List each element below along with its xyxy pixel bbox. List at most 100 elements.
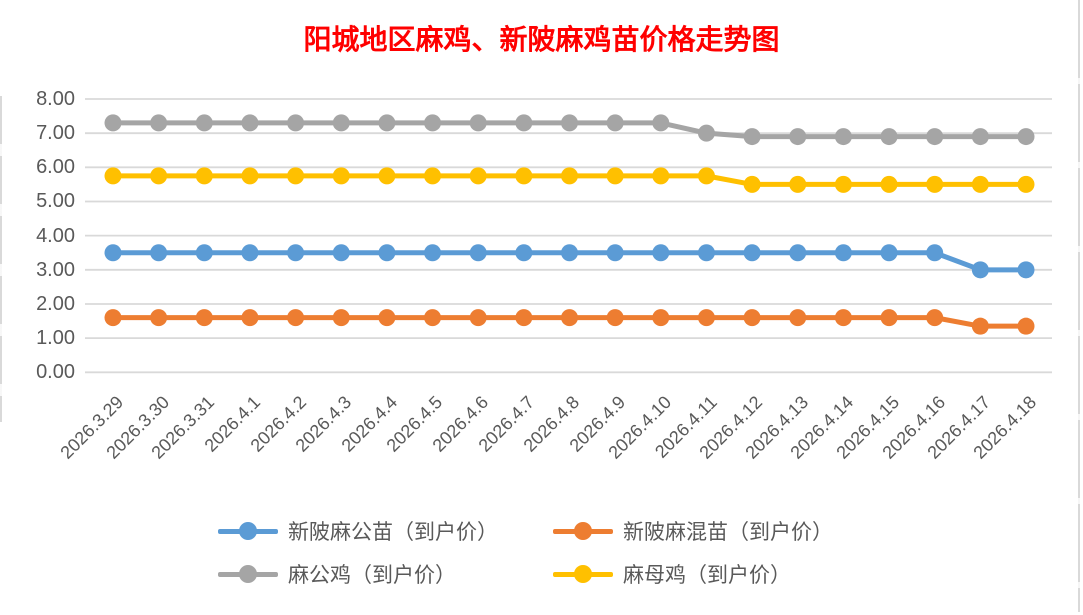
- data-point-series-2: [789, 128, 807, 146]
- data-point-series-0: [606, 244, 624, 262]
- data-point-series-1: [469, 309, 487, 327]
- data-point-series-1: [241, 309, 259, 327]
- data-point-series-1: [515, 309, 533, 327]
- data-point-series-2: [652, 114, 670, 132]
- data-point-series-2: [971, 128, 989, 146]
- data-point-series-3: [287, 167, 305, 185]
- data-point-series-2: [195, 114, 213, 132]
- data-point-series-3: [789, 175, 807, 193]
- data-point-series-0: [469, 244, 487, 262]
- y-axis-label: 3.00: [36, 258, 75, 281]
- data-point-series-0: [241, 244, 259, 262]
- data-point-series-2: [880, 128, 898, 146]
- data-point-series-3: [378, 167, 396, 185]
- data-point-series-1: [104, 309, 122, 327]
- data-point-series-1: [287, 309, 305, 327]
- data-point-series-0: [652, 244, 670, 262]
- data-point-series-3: [652, 167, 670, 185]
- legend-label: 新陂麻混苗（到户价）: [623, 520, 833, 544]
- data-point-series-2: [834, 128, 852, 146]
- data-point-series-3: [424, 167, 442, 185]
- legend-marker-icon: [553, 565, 613, 583]
- y-axis-label: 0.00: [36, 361, 75, 384]
- data-point-series-3: [606, 167, 624, 185]
- data-point-series-2: [743, 128, 761, 146]
- data-point-series-1: [561, 309, 578, 327]
- chart-title: 阳城地区麻鸡、新陂麻鸡苗价格走势图: [303, 23, 780, 56]
- legend-marker-icon: [218, 522, 278, 540]
- data-point-series-2: [332, 114, 350, 132]
- data-point-series-1: [971, 317, 989, 335]
- data-point-series-2: [926, 128, 944, 146]
- data-point-series-0: [971, 261, 989, 279]
- data-point-series-3: [697, 167, 715, 185]
- y-axis-label: 6.00: [36, 156, 75, 179]
- data-point-series-1: [880, 309, 898, 327]
- data-point-series-0: [332, 244, 350, 262]
- y-axis-label: 2.00: [36, 292, 75, 315]
- data-point-series-0: [789, 244, 807, 262]
- data-point-series-0: [697, 244, 715, 262]
- data-point-series-2: [378, 114, 396, 132]
- data-point-series-3: [241, 167, 259, 185]
- data-point-series-2: [287, 114, 305, 132]
- data-point-series-1: [834, 309, 852, 327]
- data-point-series-0: [378, 244, 396, 262]
- data-point-series-1: [652, 309, 670, 327]
- y-axis-label: 8.00: [36, 88, 75, 110]
- data-point-series-3: [561, 167, 578, 185]
- data-point-series-3: [195, 167, 213, 185]
- data-point-series-0: [1017, 261, 1035, 279]
- data-point-series-2: [1017, 128, 1035, 146]
- data-point-series-0: [104, 244, 122, 262]
- spreadsheet-column-border: [0, 96, 2, 422]
- data-point-series-0: [195, 244, 213, 262]
- data-point-series-1: [195, 309, 213, 327]
- data-point-series-0: [926, 244, 944, 262]
- data-point-series-3: [971, 175, 989, 193]
- data-point-series-0: [150, 244, 168, 262]
- data-point-series-2: [241, 114, 259, 132]
- data-point-series-3: [1017, 175, 1035, 193]
- data-point-series-0: [515, 244, 533, 262]
- spreadsheet-column-border: [1078, 0, 1080, 612]
- data-point-series-3: [332, 167, 350, 185]
- data-point-series-3: [880, 175, 898, 193]
- data-point-series-2: [150, 114, 168, 132]
- data-point-series-1: [332, 309, 350, 327]
- data-point-series-1: [743, 309, 761, 327]
- data-point-series-3: [104, 167, 122, 185]
- legend-label: 新陂麻公苗（到户价）: [288, 520, 498, 544]
- data-point-series-3: [150, 167, 168, 185]
- data-point-series-1: [789, 309, 807, 327]
- data-point-series-2: [104, 114, 122, 132]
- data-point-series-3: [834, 175, 852, 193]
- data-point-series-2: [697, 124, 715, 142]
- legend-item-gongmiao: 新陂麻公苗（到户价）: [218, 518, 498, 544]
- legend-item-hunmiao: 新陂麻混苗（到户价）: [553, 518, 833, 544]
- data-point-series-0: [834, 244, 852, 262]
- legend-marker-icon: [553, 522, 613, 540]
- y-axis-label: 5.00: [36, 190, 75, 213]
- data-point-series-2: [424, 114, 442, 132]
- data-point-series-3: [743, 175, 761, 193]
- legend-label: 麻母鸡（到户价）: [623, 563, 791, 587]
- data-point-series-0: [743, 244, 761, 262]
- data-point-series-1: [378, 309, 396, 327]
- legend-label: 麻公鸡（到户价）: [288, 563, 456, 587]
- data-point-series-3: [926, 175, 944, 193]
- data-point-series-1: [150, 309, 168, 327]
- legend-item-gongji: 麻公鸡（到户价）: [218, 561, 456, 587]
- data-point-series-3: [469, 167, 487, 185]
- data-point-series-0: [287, 244, 305, 262]
- legend-marker-icon: [218, 565, 278, 583]
- data-point-series-0: [880, 244, 898, 262]
- data-point-series-1: [424, 309, 442, 327]
- data-point-series-2: [561, 114, 578, 132]
- data-point-series-1: [926, 309, 944, 327]
- data-point-series-3: [515, 167, 533, 185]
- y-axis-label: 1.00: [36, 327, 75, 350]
- data-point-series-0: [561, 244, 578, 262]
